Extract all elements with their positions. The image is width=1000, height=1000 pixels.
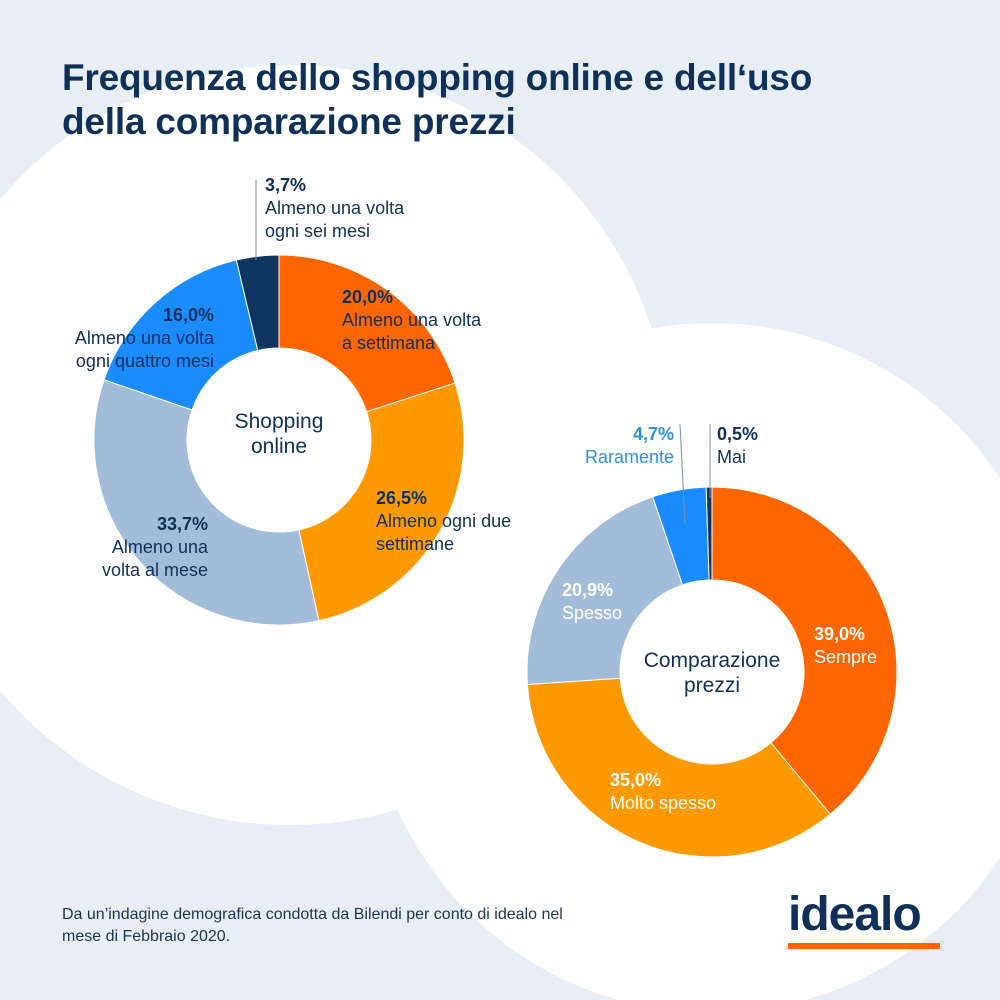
footnote-line-2: mese di Febbraio 2020. bbox=[62, 928, 231, 945]
donut-slice bbox=[278, 254, 456, 413]
slice-category-label: Almeno una volta bbox=[342, 310, 482, 330]
slice-value-label: 35,0% bbox=[610, 770, 661, 790]
donut-center-label-line: Shopping bbox=[235, 410, 324, 433]
donut-slice bbox=[526, 677, 831, 858]
donut-slice bbox=[103, 259, 259, 411]
donut-center-label-line: Comparazione bbox=[644, 649, 781, 672]
donut-center-label-line: prezzi bbox=[684, 674, 740, 697]
slice-value-label: 26,5% bbox=[376, 488, 427, 508]
slice-category-label: Mai bbox=[717, 447, 746, 467]
slice-value-label: 20,9% bbox=[562, 580, 613, 600]
slice-value-label: 20,0% bbox=[342, 287, 393, 307]
slice-value-label: 16,0% bbox=[163, 305, 214, 325]
slice-value-label: 39,0% bbox=[814, 624, 865, 644]
slice-value-label: 33,7% bbox=[157, 514, 208, 534]
donut-slice bbox=[235, 254, 280, 352]
slice-value-label: 4,7% bbox=[633, 424, 674, 444]
slice-category-label: Raramente bbox=[585, 447, 674, 467]
slice-label: 39,0% Sempre bbox=[814, 624, 877, 667]
slice-value-label: 3,7% bbox=[265, 175, 306, 195]
donut-slice bbox=[705, 486, 713, 581]
donut-chart-1: Comparazione prezzi 39,0% Sempre 35,0% Molto … bbox=[526, 423, 898, 858]
donut-center-label: Comparazione prezzi bbox=[644, 649, 781, 697]
slice-category-label: Almeno una bbox=[112, 537, 209, 557]
slice-label: 35,0% Molto spesso bbox=[610, 770, 716, 813]
slice-category-label: Molto spesso bbox=[610, 793, 716, 813]
slice-value-label: 0,5% bbox=[717, 424, 758, 444]
page-title: Frequenza dello shopping online e dell‘u… bbox=[62, 56, 942, 144]
slice-category-label: ogni sei mesi bbox=[265, 221, 370, 241]
slice-label: 26,5% Almeno ogni due settimane bbox=[376, 488, 511, 554]
slice-label: 20,9% Spesso bbox=[562, 580, 622, 623]
background-circle-right bbox=[367, 323, 1000, 1000]
slice-label: 20,0% Almeno una volta a settimana bbox=[342, 287, 482, 353]
slice-category-label: Sempre bbox=[814, 647, 877, 667]
leader-line bbox=[679, 423, 686, 525]
slice-label: 16,0% Almeno una volta ogni quattro mesi bbox=[75, 305, 215, 371]
donut-slice bbox=[526, 496, 684, 686]
slice-category-label: Almeno ogni due bbox=[376, 511, 511, 531]
slice-label: 3,7% Almeno una volta ogni sei mesi bbox=[265, 175, 405, 241]
donut-center-label: Shopping online bbox=[235, 410, 324, 458]
idealo-logo: idealo bbox=[788, 888, 942, 949]
title-line-2: della comparazione prezzi bbox=[62, 101, 516, 142]
slice-category-label: a settimana bbox=[342, 333, 436, 353]
donut-center-label-line: online bbox=[251, 435, 307, 458]
slice-category-label: Almeno una volta bbox=[265, 198, 405, 218]
slice-category-label: volta al mese bbox=[102, 560, 208, 580]
source-footnote: Da un’indagine demografica condotta da B… bbox=[62, 904, 662, 948]
slice-category-label: Spesso bbox=[562, 603, 622, 623]
slice-label: 4,7% Raramente bbox=[585, 424, 674, 467]
donut-slice bbox=[298, 382, 465, 622]
logo-underline bbox=[788, 943, 940, 949]
title-line-1: Frequenza dello shopping online e dell‘u… bbox=[62, 57, 813, 98]
logo-wordmark: idealo bbox=[788, 888, 922, 941]
slice-category-label: settimane bbox=[376, 534, 454, 554]
slice-label: 33,7% Almeno una volta al mese bbox=[102, 514, 209, 580]
footnote-line-1: Da un’indagine demografica condotta da B… bbox=[62, 906, 563, 923]
donut-slice bbox=[711, 486, 898, 815]
donut-slice bbox=[93, 379, 320, 626]
slice-category-label: Almeno una volta bbox=[75, 328, 215, 348]
slice-category-label: ogni quattro mesi bbox=[76, 351, 214, 371]
slice-label: 0,5% Mai bbox=[717, 424, 758, 467]
donut-chart-0: Shopping online 20,0% Almeno una volta a set… bbox=[75, 175, 511, 626]
